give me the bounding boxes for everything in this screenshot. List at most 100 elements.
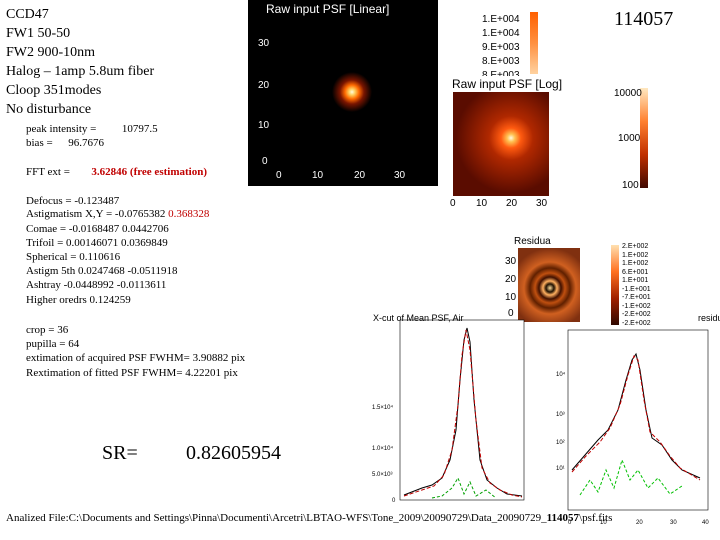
residua-cbar-label: -2.E+002 xyxy=(622,319,651,327)
crop: crop = 36 xyxy=(26,324,69,336)
residua-ytick: 30 xyxy=(505,256,517,267)
log-xtick: 10 xyxy=(476,198,488,209)
residua-cbar-label: -1.E+002 xyxy=(622,302,651,310)
xcut-plot-frame xyxy=(399,319,525,501)
xcut-log-ytick: 10¹ xyxy=(556,466,565,472)
file-path-prefix: Analized File:C:\Documents and Settings\… xyxy=(6,512,547,524)
xcut-ytick: 5.0×10³ xyxy=(372,472,393,478)
setup-line-3: FW2 900-10nm xyxy=(6,45,96,60)
astig-label: Astigmatism X,Y = -0.0765382 xyxy=(26,208,166,220)
linear-ytick: 30 xyxy=(258,38,270,49)
xcut-log-fit-line xyxy=(571,355,701,481)
log-cbar-label: 1000 xyxy=(618,133,641,144)
log-cbar-label: 100 xyxy=(622,180,639,191)
bias-label: bias = xyxy=(26,137,53,149)
residua-cbar-label: 6.E+001 xyxy=(622,268,649,276)
astigm-5th: Astigm 5th 0.0247468 -0.0511918 xyxy=(26,265,178,277)
log-xtick: 0 xyxy=(450,198,456,209)
setup-line-4: Halog – 1amp 5.8um fiber xyxy=(6,64,155,79)
linear-cbar-label: 1.E+004 xyxy=(482,14,520,25)
log-cbar-label: 10000 xyxy=(614,88,642,99)
linear-ytick: 20 xyxy=(258,80,270,91)
residua-title: Residua xyxy=(514,236,551,247)
spherical: Spherical = 0.110616 xyxy=(26,251,121,263)
residua-cbar-label: 1.E+002 xyxy=(622,251,649,259)
xcut-log-frame xyxy=(567,329,709,511)
residua-cbar-label: 1.E+002 xyxy=(622,260,649,267)
xcut-linear-plot xyxy=(399,319,525,501)
xcut-log-xtick: 30 xyxy=(670,520,677,526)
setup-info: CCD47 FW1 50-50 FW2 900-10nm Halog – 1am… xyxy=(6,5,154,119)
bias-value: 96.7676 xyxy=(68,137,104,149)
residua-cbar-label: -7.E+001 xyxy=(622,294,651,301)
fft-label: FFT ext = xyxy=(26,166,70,178)
astig-y: 0.368328 xyxy=(168,208,210,220)
residua-cbar-labels: 2.E+002 1.E+002 1.E+002 6.E+001 1.E+001 … xyxy=(622,243,651,328)
residua-cbar-label: -2.E+002 xyxy=(622,311,651,318)
log-psf-image xyxy=(453,92,549,196)
xcut-fit-line xyxy=(403,329,523,498)
xcut-log-xtick: 0 xyxy=(568,520,572,526)
xcut-log-xtick: 20 xyxy=(636,520,643,526)
frame-id: 114057 xyxy=(614,8,674,30)
residua-cbar-label: 1.E+001 xyxy=(622,277,649,284)
linear-cbar-label: 8.E+003 xyxy=(482,70,520,81)
setup-line-5: Cloop 351modes xyxy=(6,83,102,98)
residua-ytick: 0 xyxy=(508,308,514,319)
xcut-log-ytick: 10³ xyxy=(556,412,565,418)
xcut-log-title: residu xyxy=(698,313,720,323)
file-path-id: 114057 xyxy=(546,512,580,524)
linear-xtick: 10 xyxy=(312,170,324,181)
sr-value: 0.82605954 xyxy=(186,442,281,464)
setup-line-1: CCD47 xyxy=(6,7,49,22)
linear-xtick: 20 xyxy=(354,170,366,181)
xcut-title: X-cut of Mean PSF, Air xyxy=(373,313,464,323)
xcut-residual-line xyxy=(431,476,497,499)
log-psf-header: Raw input PSF [Log] xyxy=(438,76,566,94)
fft-value: 3.62846 (free estimation) xyxy=(91,166,207,178)
xcut-log-ytick: 10⁴ xyxy=(556,372,566,378)
linear-ytick: 10 xyxy=(258,120,270,131)
xcut-ytick: 0 xyxy=(392,498,396,504)
fwhm-fitted: Rextimation of fitted PSF FWHM= 4.22201 … xyxy=(26,367,238,379)
sr-label: SR= xyxy=(102,442,138,464)
ashtray: Ashtray -0.0448992 -0.0113611 xyxy=(26,279,167,291)
xcut-log-xtick: 40 xyxy=(702,520,709,526)
xcut-log-residual-line xyxy=(579,458,683,496)
residua-cbar-label: -1.E+001 xyxy=(622,285,651,293)
peak-value: 10797.5 xyxy=(121,123,158,135)
linear-psf-panel: Raw input PSF [Linear] 30 20 10 0 0 10 2… xyxy=(248,0,438,186)
trifoil: Trifoil = 0.00146071 0.0369849 xyxy=(26,237,168,249)
residua-colorbar xyxy=(611,245,619,325)
log-xtick: 30 xyxy=(536,198,548,209)
setup-line-2: FW1 50-50 xyxy=(6,26,71,41)
linear-psf-image xyxy=(278,20,408,168)
linear-cbar-label: 1.E+004 xyxy=(482,28,520,39)
residua-ytick: 20 xyxy=(505,274,517,285)
linear-ytick: 0 xyxy=(262,156,268,167)
xcut-log-xtick: 10 xyxy=(600,520,607,526)
xcut-log-measured-line xyxy=(571,352,701,479)
bias: bias = 96.7676 xyxy=(26,137,104,150)
linear-cbar-label: 9.E+003 xyxy=(482,42,520,53)
log-xtick: 20 xyxy=(506,198,518,209)
xcut-ytick: 1.5×10⁴ xyxy=(372,405,394,411)
higher-orders: Higher oredrs 0.124259 xyxy=(26,294,131,306)
linear-colorbar xyxy=(530,12,538,74)
defocus: Defocus = -0.123487 xyxy=(26,195,120,207)
linear-xtick: 0 xyxy=(276,170,282,181)
log-colorbar xyxy=(640,88,648,188)
log-psf-title: Raw input PSF [Log] xyxy=(452,77,563,91)
setup-line-6: No disturbance xyxy=(6,102,92,117)
astigmatism: Astigmatism X,Y = -0.0765382 0.368328 xyxy=(26,208,209,221)
linear-cbar-label: 8.E+003 xyxy=(482,56,520,67)
residua-cbar-label: 2.E+002 xyxy=(622,243,649,250)
linear-psf-title: Raw input PSF [Linear] xyxy=(266,2,390,16)
xcut-log-ytick: 10² xyxy=(556,440,565,446)
fwhm-acquired: extimation of acquired PSF FWHM= 3.90882… xyxy=(26,352,246,364)
peak-label: peak intensity = xyxy=(26,123,97,135)
pupilla: pupilla = 64 xyxy=(26,338,80,350)
peak-intensity: peak intensity = 10797.5 xyxy=(26,123,158,136)
file-path-suffix: \psf.fits xyxy=(579,512,613,524)
comae: Comae = -0.0168487 0.0442706 xyxy=(26,223,169,235)
